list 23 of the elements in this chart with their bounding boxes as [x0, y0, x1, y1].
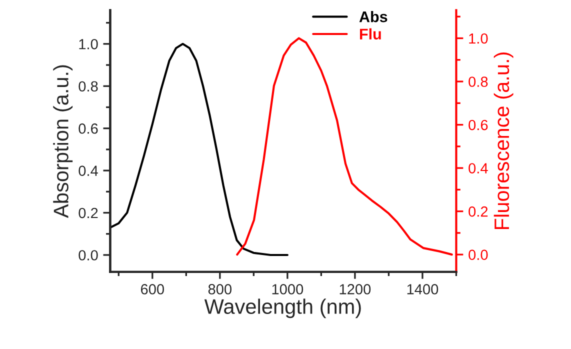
y2-axis-title: Fluorescence (a.u.) — [494, 52, 514, 230]
x-axis-title: Wavelength (nm) — [204, 298, 361, 318]
y-tick-label: 0.8 — [78, 81, 98, 92]
y-tick-label: 0.6 — [78, 123, 98, 134]
y-tick-label: 0.4 — [78, 166, 98, 176]
y2-tick-label: 0.0 — [468, 250, 488, 260]
x-tick-label: 1200 — [340, 284, 371, 294]
y-tick-label: 1.0 — [79, 38, 98, 50]
y2-tick-label: 0.8 — [468, 76, 488, 87]
x-tick-label: 1400 — [407, 284, 438, 294]
line-series — [110, 42, 288, 256]
legend-label: Flu — [360, 28, 381, 40]
legend-label: Abs — [359, 10, 388, 22]
y2-tick-label: 0.4 — [468, 163, 488, 174]
x-tick-label: 800 — [208, 284, 232, 294]
y2-tick-label: 1.0 — [469, 33, 488, 44]
y2-tick-label: 0.6 — [468, 120, 488, 130]
x-tick-label: 600 — [140, 284, 164, 294]
y-tick-label: 0.2 — [78, 208, 98, 218]
y2-tick-label: 0.2 — [468, 206, 488, 217]
y-axis-title: Absorption (a.u.) — [53, 65, 73, 218]
x-tick-label: 1000 — [272, 284, 304, 294]
y-tick-label: 0.0 — [78, 250, 98, 260]
